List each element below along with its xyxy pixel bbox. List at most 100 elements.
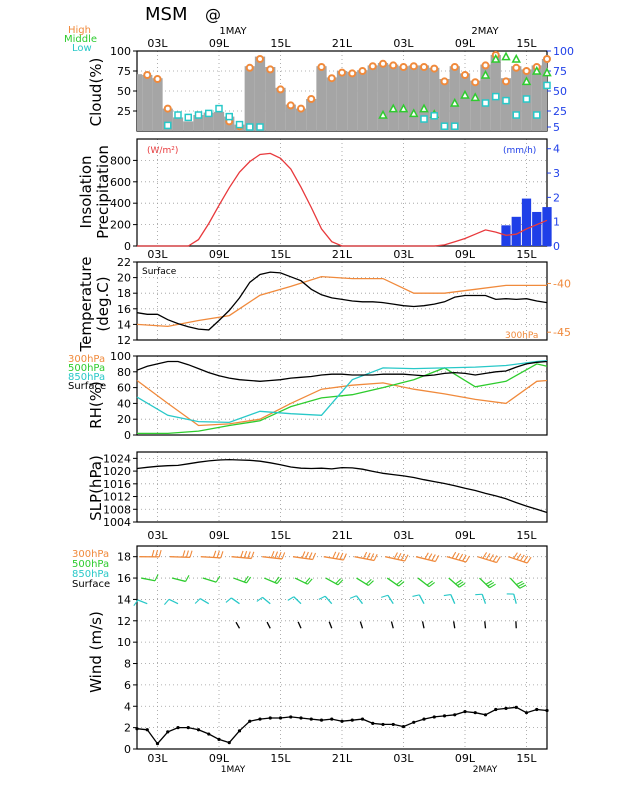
cloud-ytick-right-label: 75 <box>553 65 567 78</box>
cloud-low-point <box>164 121 172 130</box>
slp-ylabel: SLP(hPa) <box>87 455 105 521</box>
cloud-high-point <box>430 64 439 73</box>
time-tick-top: 03L <box>147 37 168 50</box>
wind-surface-point <box>514 705 518 709</box>
wind-barb-300hpa <box>155 549 159 557</box>
wind-barb-850hpa <box>199 598 210 605</box>
precip-bar <box>511 216 521 246</box>
wind-surface-point <box>381 722 385 727</box>
wind-barb-300hpa <box>213 550 217 558</box>
wind-surface-point <box>412 720 416 724</box>
cloud-bar <box>439 79 450 131</box>
time-tick-bottom: 21L <box>332 752 353 765</box>
cloud-high-point <box>256 55 264 63</box>
wind-barb-300hpa <box>465 555 471 563</box>
cloud-panel <box>133 50 552 132</box>
temperature-panel <box>133 261 551 341</box>
wind-barb-300hpa <box>492 555 498 562</box>
cloud-bar <box>531 65 542 131</box>
wind-barb-300hpa <box>516 553 522 560</box>
time-tick-insolation: 03L <box>393 248 414 261</box>
wind-barb-300hpa <box>424 552 429 560</box>
wind-barb-surface <box>390 621 394 629</box>
cloud-bar <box>480 64 491 131</box>
time-tick-slp: 03L <box>147 529 168 542</box>
wind-barb-300hpa <box>247 551 251 559</box>
wind-barb-500hpa <box>154 574 159 581</box>
precip-unit: (mm/h) <box>503 146 536 156</box>
cloud-low-point <box>502 96 510 105</box>
cloud-bar <box>306 99 317 131</box>
wind-barb-surface <box>359 621 364 629</box>
time-tick-insolation: 09L <box>455 248 476 261</box>
wind-barb-surface <box>421 621 425 629</box>
wind-barb-300hpa <box>523 555 529 563</box>
wind-barb-300hpa <box>482 552 488 559</box>
cloud-bar <box>429 67 440 131</box>
wind-barb-300hpa <box>151 549 155 557</box>
cloud-bar <box>336 71 348 131</box>
rh-300hpa-line <box>136 379 548 427</box>
wind-barb-500hpa <box>428 582 435 588</box>
wind-barb-500hpa <box>517 582 525 587</box>
slp-line <box>136 458 548 514</box>
wind-barb-300hpa <box>281 552 286 560</box>
wind-ytick-label: 0 <box>124 743 131 756</box>
wind-barb-surface <box>328 621 333 629</box>
cloud-bar <box>541 59 547 131</box>
wind-barb-500hpa <box>519 584 527 589</box>
wind-barb-500hpa <box>202 577 217 583</box>
cloud-high-point <box>358 67 367 75</box>
temperature-ytick-label: 22 <box>117 256 131 269</box>
cloud-middle-point <box>521 76 532 86</box>
precip-bar <box>532 211 542 246</box>
cloud-high-point <box>276 85 285 94</box>
cloud-bar <box>254 56 266 131</box>
wind-surface-point <box>422 717 426 721</box>
wind-barb-300hpa <box>308 552 313 560</box>
cloud-high-point <box>153 75 162 83</box>
wind-barb-300hpa <box>373 553 378 561</box>
time-tick-bottom: 03L <box>393 752 414 765</box>
cloud-bar <box>152 78 163 131</box>
wind-barb-850hpa <box>443 593 451 597</box>
wind-surface-point <box>432 715 436 719</box>
insolation-panel <box>133 138 552 247</box>
cloud-middle-point <box>531 65 542 75</box>
cloud-bar <box>203 112 214 131</box>
wind-barb-300hpa <box>332 551 337 559</box>
time-tick-slp: 09L <box>455 529 476 542</box>
temp-surface-label: Surface <box>142 267 177 277</box>
rh-legend-surface: Surface <box>68 381 106 392</box>
wind-barb-500hpa <box>304 577 311 584</box>
wind-ytick-label: 2 <box>124 722 131 735</box>
cloud-ylabel: Cloud(%) <box>87 58 105 127</box>
wind-barb-300hpa <box>397 552 402 560</box>
cloud-bar <box>193 115 204 131</box>
insolation-line <box>137 152 548 247</box>
wind-barb-300hpa <box>485 553 491 560</box>
wind-surface-point <box>237 729 242 733</box>
insolation-ytick-label: 0 <box>124 240 131 253</box>
wind-surface-point <box>483 713 488 717</box>
wind-barb-300hpa <box>158 549 162 558</box>
wind-ytick-label: 16 <box>117 572 131 585</box>
wind-legend-300: 300hPa <box>72 549 109 560</box>
wind-barb-300hpa <box>462 554 467 562</box>
cloud-middle-point <box>408 108 419 118</box>
wind-barb-850hpa <box>481 594 487 604</box>
cloud-middle-point <box>449 97 460 107</box>
cloud-bar <box>388 64 399 131</box>
cloud-ytick-right-label: 25 <box>553 105 567 118</box>
wind-barb-500hpa <box>365 578 372 585</box>
wind-surface-point <box>299 716 303 720</box>
cloud-low-point <box>430 112 438 120</box>
cloud-high-point <box>163 104 172 113</box>
wind-barb-850hpa <box>450 594 456 604</box>
cloud-high-point <box>409 62 418 71</box>
cloud-low-point <box>235 120 244 129</box>
cloud-bar <box>162 108 173 131</box>
wind-barb-300hpa <box>363 551 368 559</box>
temp-300hpa-line <box>136 275 547 328</box>
